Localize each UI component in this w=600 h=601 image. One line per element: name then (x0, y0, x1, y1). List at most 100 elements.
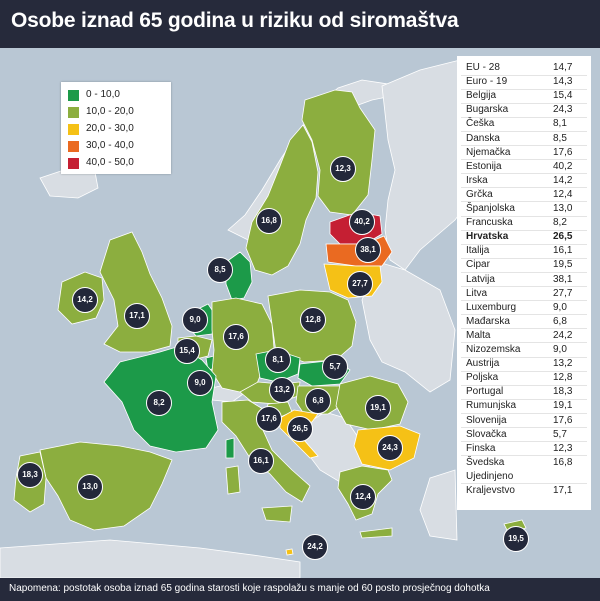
country-name: Malta (466, 329, 491, 341)
table-row: Bugarska 24,3 (466, 103, 586, 116)
country-name: Euro - 19 (466, 76, 508, 88)
country-name: Italija (466, 245, 490, 257)
country-value: 12,8 (553, 372, 573, 384)
country-name: Irska (466, 174, 488, 186)
legend-swatch (68, 90, 79, 101)
table-divider (461, 74, 587, 76)
country-grcka-crete (359, 527, 393, 539)
table-row: Estonija 40,2 (466, 160, 586, 173)
table-row: Belgija 15,4 (466, 89, 586, 102)
country-value: 12,3 (553, 442, 573, 454)
table-divider (461, 384, 587, 386)
table-divider (461, 455, 587, 457)
legend-swatch (68, 124, 79, 135)
legend-swatch (68, 141, 79, 152)
legend-label: 10,0 - 20,0 (86, 106, 134, 117)
table-divider (461, 229, 587, 231)
bubble-svedska: 16,8 (256, 208, 282, 234)
table-row: Njemačka 17,6 (466, 146, 586, 159)
table-row: Hrvatska 26,5 (466, 230, 586, 243)
legend-swatch (68, 107, 79, 118)
bubble-belgija: 15,4 (174, 338, 200, 364)
table-divider (461, 145, 587, 146)
values-table: EU - 28 14,7 Euro - 19 14,3 Belgija 15,4 Bugar… (457, 56, 591, 510)
table-divider (461, 173, 587, 175)
country-name: Luxemburg (466, 301, 517, 313)
country-name: Belgija (466, 90, 497, 102)
country-spanjolska (39, 441, 173, 531)
country-francuska-corsica (225, 437, 235, 459)
legend-label: 20,0 - 30,0 (86, 123, 134, 134)
table-row: Austrija 13,2 (466, 357, 586, 370)
table-row: Ujedinjeno (466, 470, 586, 483)
country-value: 24,3 (553, 104, 573, 116)
country-name: Njemačka (466, 146, 511, 158)
table-row: Portugal 18,3 (466, 385, 586, 398)
table-divider (461, 102, 587, 104)
country-value: 6,8 (553, 315, 567, 327)
country-name: Hrvatska (466, 231, 509, 243)
country-value: 9,0 (553, 301, 567, 313)
table-divider (461, 427, 587, 428)
bubble-malta: 24,2 (302, 534, 328, 560)
table-row: Malta 24,2 (466, 329, 586, 342)
country-name: Latvija (466, 273, 495, 285)
bubble-nizozemska: 9,0 (182, 307, 208, 333)
table-divider (461, 187, 587, 189)
country-italija-sicily (261, 505, 293, 523)
country-value: 8,5 (553, 132, 567, 144)
table-divider (461, 286, 587, 287)
country-name: Slovačka (466, 428, 507, 440)
country-name: Slovenija (466, 414, 507, 426)
country-name: Švedska (466, 456, 505, 468)
country-ujedinjeno-kraljevstvo (99, 231, 173, 353)
country-value: 9,0 (553, 344, 567, 355)
country-name: Danska (466, 132, 500, 144)
table-divider (461, 412, 587, 414)
legend-label: 40,0 - 50,0 (86, 157, 134, 168)
bubble-finska: 12,3 (330, 156, 356, 182)
country-value: 14,7 (553, 62, 573, 73)
table-row: Italija 16,1 (466, 244, 586, 257)
country-value: 17,6 (553, 146, 573, 158)
country-value: 24,2 (553, 329, 573, 341)
country-italija-sardinia (225, 465, 241, 495)
table-row: Irska 14,2 (466, 174, 586, 187)
bubble-portugal: 18,3 (17, 462, 43, 488)
legend-label: 30,0 - 40,0 (86, 140, 134, 151)
table-divider (461, 243, 587, 245)
table-row: Latvija 38,1 (466, 273, 586, 286)
table-divider (461, 159, 587, 161)
map-title: Osobe iznad 65 godina u riziku od siroma… (11, 9, 459, 32)
table-divider (461, 116, 587, 118)
bubble-estonija: 40,2 (349, 209, 375, 235)
table-divider (461, 398, 587, 400)
country-value: 26,5 (553, 231, 573, 243)
table-divider (461, 257, 587, 259)
country-value: 14,2 (553, 174, 573, 186)
country-value: 27,7 (553, 287, 573, 299)
country-name: Rumunjska (466, 400, 517, 412)
country-value: 15,4 (553, 90, 573, 102)
bubble-ceska: 8,1 (265, 347, 291, 373)
country-value: 38,1 (553, 273, 573, 285)
country-name: Grčka (466, 188, 493, 200)
bubble-danska: 8,5 (207, 257, 233, 283)
bubble-hrvatska: 26,5 (287, 416, 313, 442)
country-value: 18,3 (553, 386, 573, 398)
country-name: Španjolska (466, 203, 515, 214)
non-eu-turkey (419, 469, 458, 541)
table-divider (461, 441, 587, 443)
country-svedska (245, 124, 319, 276)
country-value: 19,1 (553, 400, 573, 412)
table-divider (461, 370, 587, 372)
table-row: Cipar 19,5 (466, 258, 586, 271)
table-row: Kraljevstvo 17,1 (466, 484, 586, 497)
bubble-slovenija: 17,6 (256, 406, 282, 432)
country-name: Češka (466, 118, 495, 130)
table-row: Nizozemska 9,0 (466, 343, 586, 356)
table-row: Euro - 19 14,3 (466, 75, 586, 88)
country-name: Bugarska (466, 104, 509, 116)
country-value: 16,8 (553, 456, 573, 468)
table-row: Grčka 12,4 (466, 188, 586, 201)
